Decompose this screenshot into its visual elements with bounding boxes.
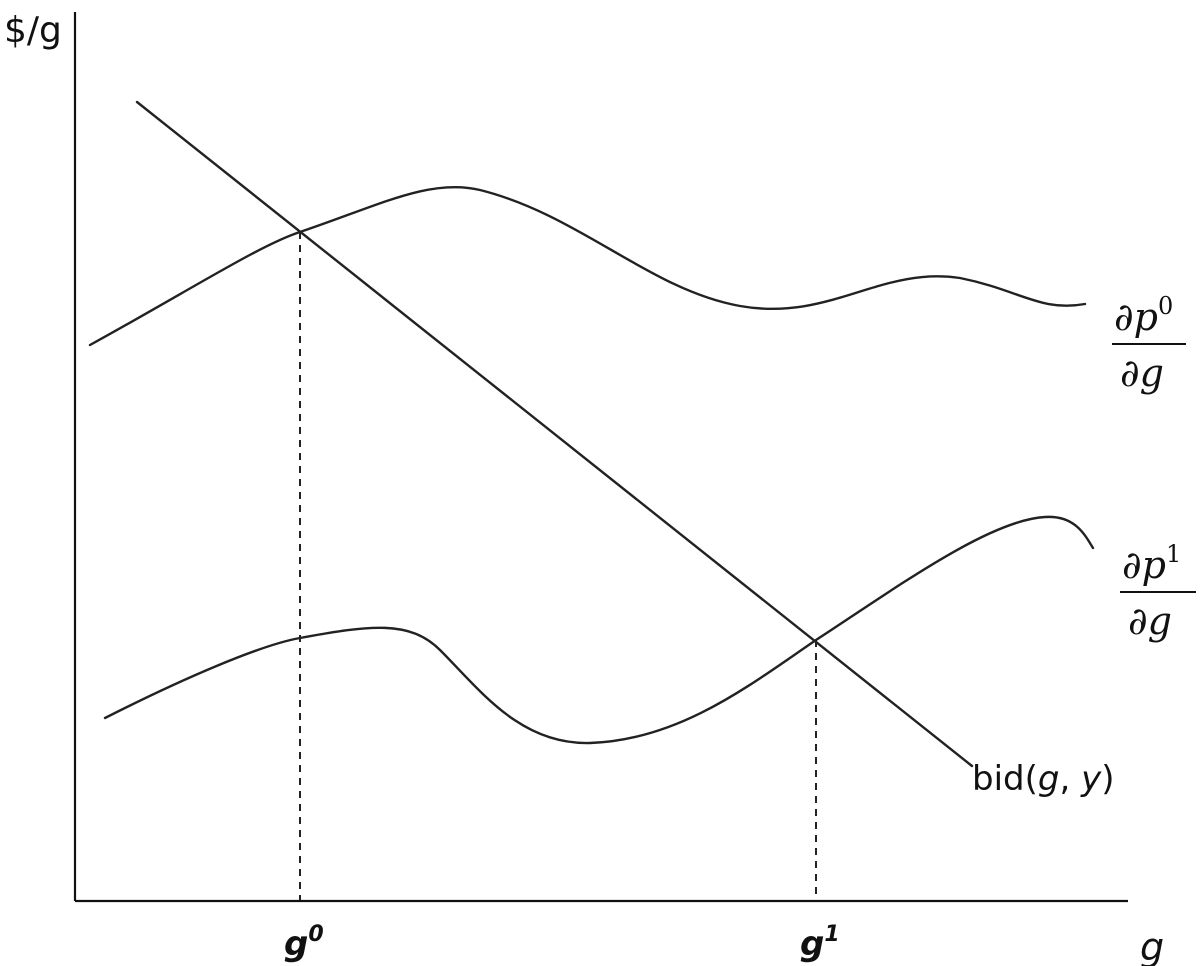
y-axis-label: $/g: [4, 10, 62, 51]
svg-text:∂p1: ∂p1: [1122, 540, 1181, 587]
x-axis-label: g: [1140, 925, 1164, 966]
dp1-curve-label: ∂p1 ∂g: [1120, 540, 1196, 643]
dp0-curve: [88, 185, 1087, 347]
g0-tick-label: g0: [284, 922, 324, 964]
dp1-curve: [103, 515, 1095, 745]
g1-tick-label: g1: [800, 922, 840, 964]
bid-curve-label: bid(g, y): [972, 759, 1114, 799]
svg-text:∂g: ∂g: [1128, 599, 1172, 643]
svg-text:∂p0: ∂p0: [1114, 292, 1173, 339]
dp0-curve-label: ∂p0 ∂g: [1112, 292, 1186, 395]
svg-text:∂g: ∂g: [1120, 351, 1164, 395]
bid-curve: [135, 100, 974, 768]
